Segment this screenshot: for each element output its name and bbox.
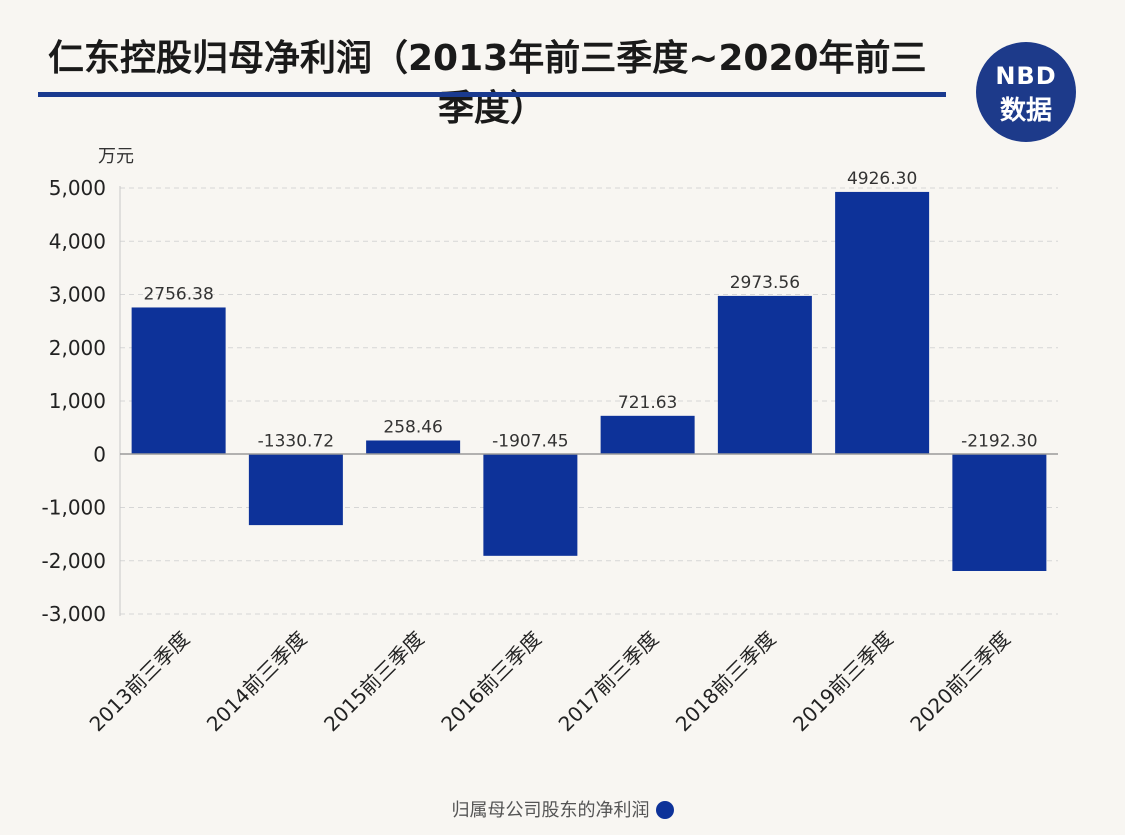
bar-chart: 5,000 4,000 3,000 2,000 1,000 0 -1,000 -2,000 -3…	[42, 146, 1058, 737]
y-tick-label: 4,000	[49, 229, 106, 253]
y-tick-label: 3,000	[49, 283, 106, 307]
legend-swatch	[655, 801, 674, 819]
x-tick-label: 2013前三季度	[85, 627, 195, 737]
y-tick-label: 1,000	[49, 389, 106, 413]
bar	[366, 440, 461, 455]
x-tick-label: 2019前三季度	[788, 627, 898, 737]
y-tick-label: -3,000	[42, 602, 106, 626]
x-tick-label: 2016前三季度	[436, 627, 546, 737]
value-label: -1330.72	[258, 431, 334, 451]
logo-bottom-text: 数据	[999, 96, 1052, 126]
x-tick-label: 2017前三季度	[554, 627, 664, 737]
bar	[600, 415, 695, 455]
bar	[248, 454, 343, 526]
x-tick-label: 2015前三季度	[319, 627, 429, 737]
value-label: 4926.30	[847, 169, 917, 189]
value-labels: 2756.38 -1330.72 258.46 -1907.45 721.63 2973.…	[143, 169, 1037, 451]
y-tick-label: -1,000	[42, 496, 106, 520]
value-label: 2756.38	[143, 284, 213, 304]
bar	[131, 307, 226, 455]
value-label: 721.63	[618, 393, 677, 413]
legend-label: 归属母公司股东的净利润	[451, 800, 650, 821]
y-tick-label: 5,000	[49, 176, 106, 200]
legend: 归属母公司股东的净利润	[0, 796, 1125, 822]
x-tick-labels: 2013前三季度 2014前三季度 2015前三季度 2016前三季度 2017前三季度…	[85, 627, 1015, 737]
value-label: 258.46	[383, 417, 442, 437]
chart-title-line1: 仁东控股归母净利润（2013年前三季度~2020年前三	[48, 38, 927, 79]
bar	[835, 191, 930, 455]
value-label: 2973.56	[730, 273, 800, 293]
title-underline	[38, 92, 946, 97]
y-tick-label: -2,000	[42, 549, 106, 573]
bar	[717, 295, 812, 455]
bar	[952, 454, 1047, 571]
nbd-logo: NBD 数据	[976, 42, 1076, 142]
y-tick-labels: 5,000 4,000 3,000 2,000 1,000 0 -1,000 -2,000 -3…	[42, 176, 106, 626]
y-tick-label: 2,000	[49, 336, 106, 360]
y-unit-label: 万元	[98, 146, 134, 167]
value-label: -2192.30	[961, 431, 1037, 451]
bars	[131, 191, 1047, 571]
value-label: -1907.45	[492, 431, 568, 451]
x-tick-label: 2014前三季度	[202, 627, 312, 737]
bar	[483, 454, 578, 556]
x-tick-label: 2018前三季度	[671, 627, 781, 737]
y-tick-label: 0	[93, 442, 106, 466]
x-tick-label: 2020前三季度	[905, 627, 1015, 737]
logo-top-text: NBD	[995, 62, 1057, 90]
